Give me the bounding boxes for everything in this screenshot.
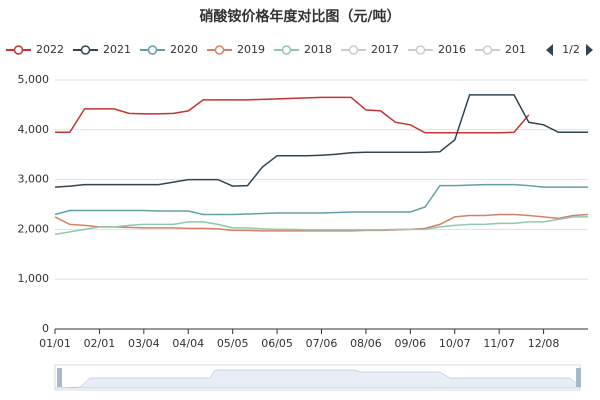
x-tick-label: 10/07 <box>439 337 471 350</box>
chart-title: 硝酸铵价格年度对比图（元/吨） <box>199 8 400 25</box>
legend-label[interactable]: 2018 <box>304 43 332 56</box>
x-tick-label: 04/04 <box>172 337 204 350</box>
x-tick-label: 07/06 <box>306 337 338 350</box>
series-line <box>54 94 588 188</box>
series-line <box>55 96 530 134</box>
legend-symbol[interactable] <box>415 45 426 55</box>
legend-label[interactable]: 201 <box>505 43 526 56</box>
legend-symbol[interactable] <box>281 45 292 55</box>
y-tick-label: 1,000 <box>18 272 50 285</box>
x-tick-label: 11/07 <box>483 337 515 350</box>
x-tick-label: 06/05 <box>261 337 293 350</box>
series-line <box>54 213 589 232</box>
x-tick-label: 08/06 <box>350 337 382 350</box>
legend-label[interactable]: 2017 <box>371 43 399 56</box>
y-tick-label: 5,000 <box>18 73 50 86</box>
legend-label[interactable]: 2019 <box>237 43 265 56</box>
legend-symbol[interactable] <box>214 45 225 55</box>
legend-prev[interactable] <box>546 44 553 56</box>
zoom-handle[interactable] <box>57 368 62 387</box>
x-tick-label: 05/05 <box>217 337 249 350</box>
legend-label[interactable]: 2021 <box>103 43 131 56</box>
legend-symbol[interactable] <box>348 45 359 55</box>
legend-label[interactable]: 2016 <box>438 43 466 56</box>
legend-label[interactable]: 2020 <box>170 43 198 56</box>
legend-symbol[interactable] <box>13 45 24 55</box>
x-tick-label: 01/01 <box>39 337 71 350</box>
y-tick-label: 4,000 <box>18 123 50 136</box>
series-line <box>54 183 588 216</box>
x-tick-label: 09/06 <box>394 337 426 350</box>
x-tick-label: 12/08 <box>528 337 560 350</box>
legend-page: 1/2 <box>562 43 580 56</box>
legend-label[interactable]: 2022 <box>36 43 64 56</box>
y-tick-label: 3,000 <box>18 173 50 186</box>
x-tick-label: 03/04 <box>128 337 160 350</box>
legend-symbol[interactable] <box>482 45 493 55</box>
legend-symbol[interactable] <box>147 45 158 55</box>
zoom-handle[interactable] <box>576 368 581 387</box>
x-tick-label: 02/01 <box>84 337 116 350</box>
legend-symbol[interactable] <box>80 45 91 55</box>
y-tick-label: 2,000 <box>18 222 50 235</box>
series-line <box>54 216 588 236</box>
y-tick-label: 0 <box>42 322 49 335</box>
zoom-shadow <box>54 369 581 389</box>
legend-next[interactable] <box>586 44 593 56</box>
